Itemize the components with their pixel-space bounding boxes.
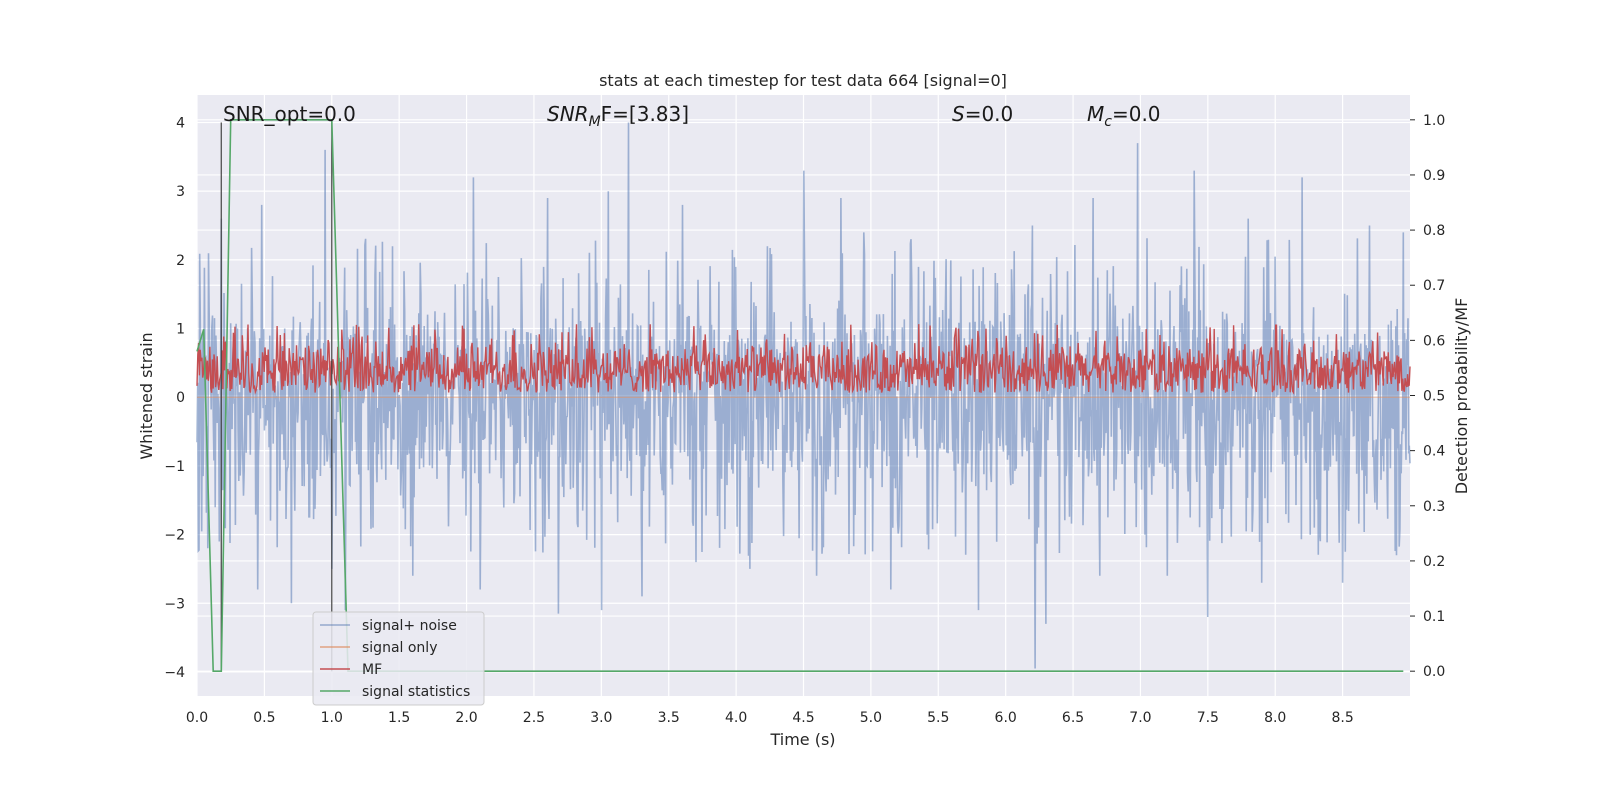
annotation-s: S=0.0 (952, 102, 1013, 126)
y-tick-label-left: 4 (176, 115, 185, 131)
legend-label-signal-only: signal only (362, 640, 437, 656)
y-tick-label-right: 1.0 (1423, 113, 1445, 129)
annotation-mc-sub: c (1104, 114, 1112, 130)
x-tick-label: 1.5 (388, 710, 410, 726)
y-axis-label-left: Whitened strain (137, 332, 156, 459)
x-tick-label: 2.0 (455, 710, 477, 726)
y-tick-label-left: 0 (176, 390, 185, 406)
y-tick-label-left: −1 (164, 459, 185, 475)
y-tick-label-right: 0.8 (1423, 223, 1445, 239)
y-tick-label-right: 0.7 (1423, 278, 1445, 294)
y-tick-label-right: 0.4 (1423, 444, 1445, 460)
y-tick-label-left: 2 (176, 253, 185, 269)
y-tick-label-right: 0.1 (1423, 609, 1445, 625)
x-tick-label: 7.5 (1197, 710, 1219, 726)
annotation-mc: Mc=0.0 (1087, 102, 1161, 130)
x-tick-label: 6.5 (1062, 710, 1084, 726)
x-tick-label: 0.5 (253, 710, 275, 726)
x-tick-label: 1.0 (321, 710, 343, 726)
annotation-s-rest: =0.0 (965, 102, 1014, 126)
y-axis-label-right: Detection probability/MF (1452, 298, 1471, 495)
legend-label-mf: MF (362, 662, 382, 678)
y-tick-label-left: −3 (164, 596, 185, 612)
annotation-s-main: S (952, 102, 965, 126)
legend: signal+ noise signal only MF signal stat… (312, 611, 485, 706)
annotation-snr-mf-sub: M (589, 114, 601, 130)
y-tick-label-right: 0.6 (1423, 333, 1445, 349)
y-tick-label-left: −2 (164, 528, 185, 544)
legend-label-signal-statistics: signal statistics (362, 684, 470, 700)
y-tick-label-right: 0.3 (1423, 499, 1445, 515)
x-tick-label: 3.0 (590, 710, 612, 726)
x-tick-label: 5.5 (927, 710, 949, 726)
y-tick-label-right: 0.0 (1423, 664, 1445, 680)
annotation-snr-mf-main: SNR (547, 102, 589, 126)
y-tick-label-left: 1 (176, 322, 185, 338)
annotation-mc-main: M (1087, 102, 1104, 126)
x-tick-label: 5.0 (860, 710, 882, 726)
x-tick-label: 0.0 (186, 710, 208, 726)
x-tick-label: 8.5 (1331, 710, 1353, 726)
y-tick-label-left: 3 (176, 184, 185, 200)
y-tick-label-right: 0.5 (1423, 389, 1445, 405)
annotation-snr-opt: SNR_opt=0.0 (223, 102, 356, 126)
y-tick-label-left: −4 (164, 665, 185, 681)
series-mf-line (196, 324, 1411, 395)
x-tick-label: 8.0 (1264, 710, 1286, 726)
annotation-mc-rest: =0.0 (1112, 102, 1161, 126)
x-tick-label: 3.5 (658, 710, 680, 726)
y-tick-label-right: 0.2 (1423, 554, 1445, 570)
x-tick-label: 4.0 (725, 710, 747, 726)
legend-box (312, 611, 485, 706)
x-tick-label: 6.0 (995, 710, 1017, 726)
x-tick-label: 4.5 (792, 710, 814, 726)
ticks: 0.0 0.5 1.0 1.5 2.0 2.5 3.0 3.5 4.0 4.5 5.0 5.5 6.0 6… (164, 113, 1445, 726)
annotation-snr-mf-rest: F=[3.83] (601, 102, 689, 126)
chart-title: stats at each timestep for test data 664… (599, 71, 1007, 90)
annotation-snr-mf: SNRMF=[3.83] (547, 102, 689, 130)
legend-label-signal-noise: signal+ noise (362, 618, 457, 634)
x-tick-label: 2.5 (523, 710, 545, 726)
series-signal-noise-line (196, 122, 1411, 669)
x-axis-label: Time (s) (769, 730, 835, 749)
x-tick-label: 7.0 (1129, 710, 1151, 726)
y-tick-label-right: 0.9 (1423, 168, 1445, 184)
